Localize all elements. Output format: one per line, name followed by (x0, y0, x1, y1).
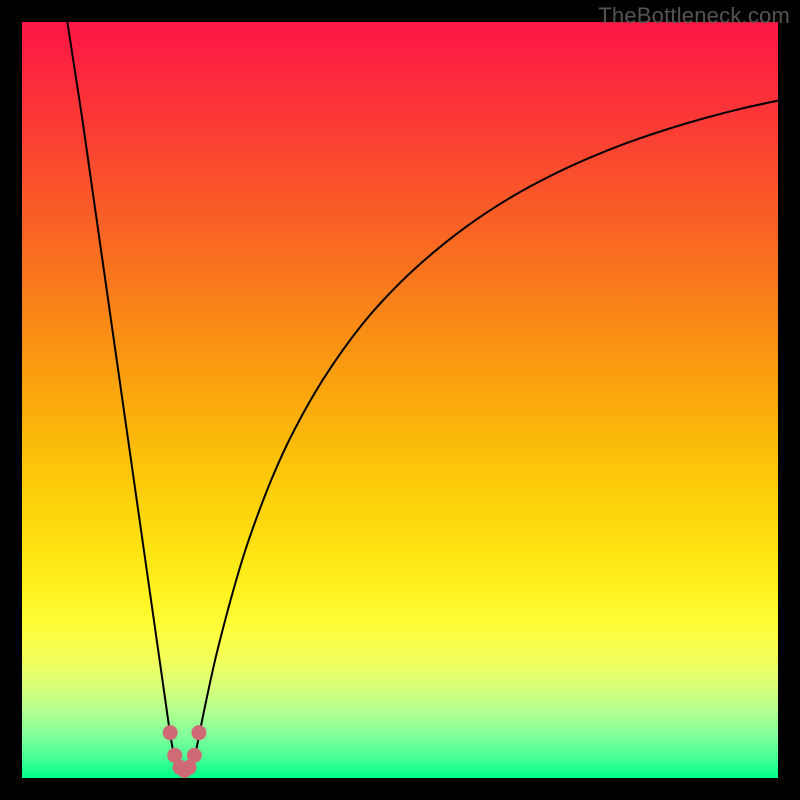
marker-point (191, 725, 206, 740)
watermark-text: TheBottleneck.com (598, 3, 790, 29)
minimum-markers (163, 725, 207, 778)
plot-area (22, 22, 778, 778)
bottleneck-curve (67, 22, 778, 776)
curve-layer (22, 22, 778, 778)
chart-frame: TheBottleneck.com (0, 0, 800, 800)
marker-point (163, 725, 178, 740)
marker-point (187, 748, 202, 763)
